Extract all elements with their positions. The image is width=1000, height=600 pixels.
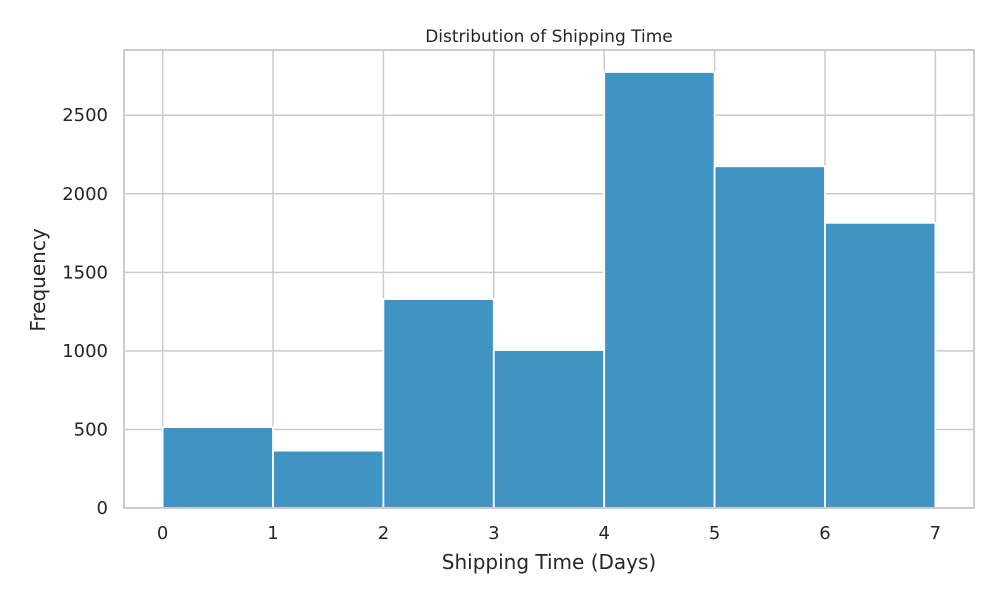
y-tick-label: 1500 xyxy=(62,262,108,283)
bars xyxy=(161,71,937,509)
x-axis-title: Shipping Time (Days) xyxy=(442,550,656,574)
histogram-bar xyxy=(603,71,716,509)
x-tick-label: 7 xyxy=(930,523,941,544)
y-tick-labels: 0 500 1000 1500 2000 2500 xyxy=(62,105,108,519)
x-tick-label: 5 xyxy=(709,523,720,544)
plot-frame xyxy=(123,49,975,509)
y-tick-label: 0 xyxy=(97,498,108,519)
histogram-bar xyxy=(824,221,937,509)
x-tick-label: 4 xyxy=(598,523,609,544)
x-tick-labels: 0 1 2 3 4 5 6 7 xyxy=(157,523,941,544)
x-tick-label: 2 xyxy=(378,523,389,544)
x-tick-label: 3 xyxy=(488,523,499,544)
y-tick-label: 2500 xyxy=(62,105,108,126)
histogram-bar xyxy=(713,165,826,509)
histogram-bar xyxy=(272,449,385,509)
y-axis-title: Frequency xyxy=(26,228,50,331)
histogram-bar xyxy=(492,349,606,509)
y-tick-label: 2000 xyxy=(62,184,108,205)
histogram-bar xyxy=(161,426,274,509)
histogram-bar xyxy=(382,298,495,509)
x-tick-label: 1 xyxy=(267,523,278,544)
y-tick-label: 1000 xyxy=(62,341,108,362)
chart-title: Distribution of Shipping Time xyxy=(425,27,673,47)
x-tick-label: 0 xyxy=(157,523,168,544)
y-tick-label: 500 xyxy=(74,419,108,440)
x-tick-label: 6 xyxy=(819,523,830,544)
